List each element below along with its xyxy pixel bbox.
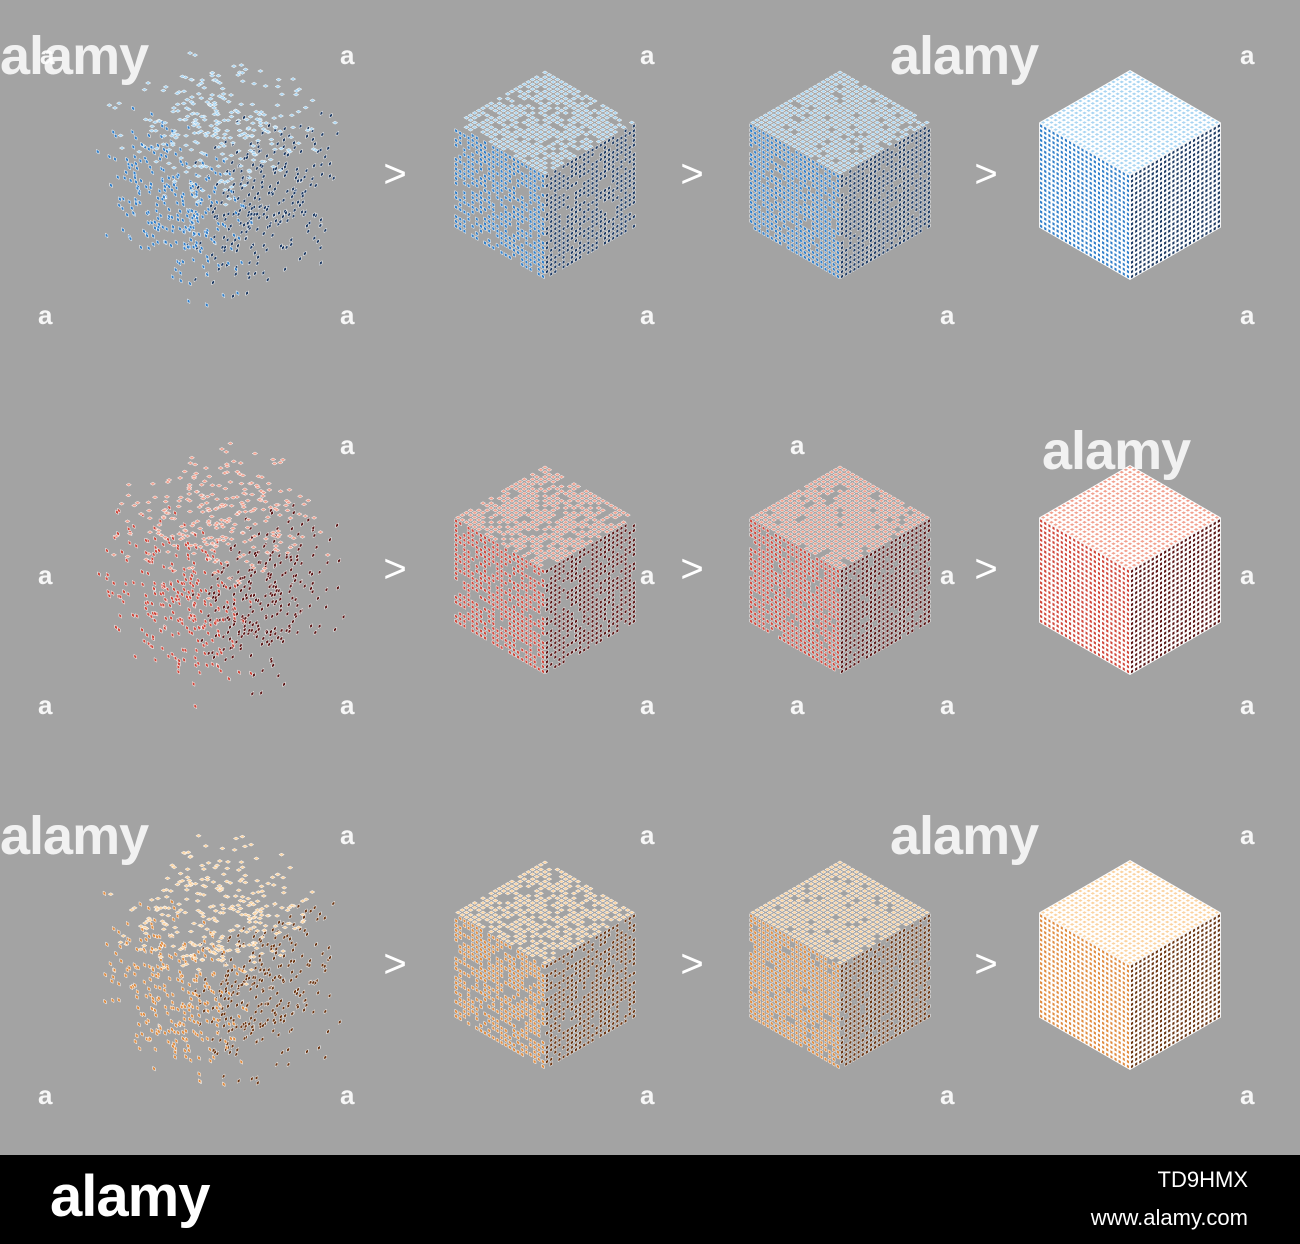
cube-top-face (1039, 465, 1221, 570)
watermark-icon: a (1240, 690, 1255, 720)
watermark-icon: a (640, 300, 655, 330)
cube-top-face (1039, 860, 1221, 965)
watermark-icon: a (340, 430, 355, 460)
watermark-icon: a (790, 690, 805, 720)
watermark-icon: a (38, 300, 53, 330)
cube-orange-stage-1 (102, 833, 342, 1087)
progress-arrow: > (974, 547, 997, 591)
progress-arrow: > (974, 942, 997, 986)
cube-red-stage-4 (1039, 465, 1221, 675)
cube-red-stage-1 (97, 441, 346, 710)
watermark-icon: a (340, 1080, 355, 1110)
cube-orange-stage-4 (1039, 860, 1221, 1070)
watermark-icon: a (790, 430, 805, 460)
watermark-icon: a (940, 1080, 955, 1110)
watermark-icon: a (640, 560, 655, 590)
watermark-icon: a (640, 40, 655, 70)
progress-arrow: > (383, 942, 406, 986)
watermark-icon: a (640, 690, 655, 720)
cube-blue-stage-1 (96, 51, 339, 308)
watermark-icon: a (1240, 820, 1255, 850)
cube-blue-stage-3 (749, 70, 931, 280)
watermark-icon: a (38, 690, 53, 720)
watermark-icon: a (640, 820, 655, 850)
watermark-logo: alamy (0, 806, 149, 866)
progress-arrow: > (974, 152, 997, 196)
watermark-icon: a (940, 690, 955, 720)
cube-blue-stage-4 (1039, 70, 1221, 280)
watermark-icon: a (340, 690, 355, 720)
progress-arrow: > (383, 547, 406, 591)
cube-top-face (1039, 70, 1221, 175)
watermark-icon: a (340, 820, 355, 850)
watermark-icon: a (340, 40, 355, 70)
watermark-icon: a (640, 1080, 655, 1110)
footer-image-id: TD9HMX (1157, 1167, 1248, 1192)
watermark-icon: a (40, 40, 55, 70)
footer-url: www.alamy.com (1090, 1205, 1248, 1230)
watermark-logo: alamy (890, 26, 1039, 86)
cube-red-stage-2 (454, 465, 636, 675)
illustration: > > > > > > > > > (96, 51, 1221, 1087)
watermark-icon: a (940, 560, 955, 590)
watermark-icon: a (940, 300, 955, 330)
cube-red-stage-3 (749, 465, 931, 675)
watermark-icon: a (38, 1080, 53, 1110)
progress-arrow: > (680, 547, 703, 591)
watermark-logo: alamy (0, 26, 149, 86)
cube-orange-stage-2 (454, 860, 636, 1070)
watermark-icon: a (1240, 40, 1255, 70)
cube-orange-stage-3 (749, 860, 931, 1070)
progress-arrow: > (680, 942, 703, 986)
watermark-icon: a (38, 560, 53, 590)
watermark-logo: alamy (1042, 421, 1191, 481)
watermark-icon: a (1240, 300, 1255, 330)
cube-assembly-illustration: > > > > > > > > > (96, 51, 1221, 1087)
watermark-logo: alamy (890, 806, 1039, 866)
progress-arrow: > (383, 152, 406, 196)
cube-blue-stage-2 (454, 70, 636, 280)
stock-footer-bar: alamy TD9HMX www.alamy.com (0, 1155, 1300, 1244)
watermark-icon: a (1240, 560, 1255, 590)
progress-arrow: > (680, 152, 703, 196)
footer-logo: alamy (50, 1164, 210, 1229)
watermark-icon: a (340, 300, 355, 330)
watermark-icon: a (1240, 1080, 1255, 1110)
